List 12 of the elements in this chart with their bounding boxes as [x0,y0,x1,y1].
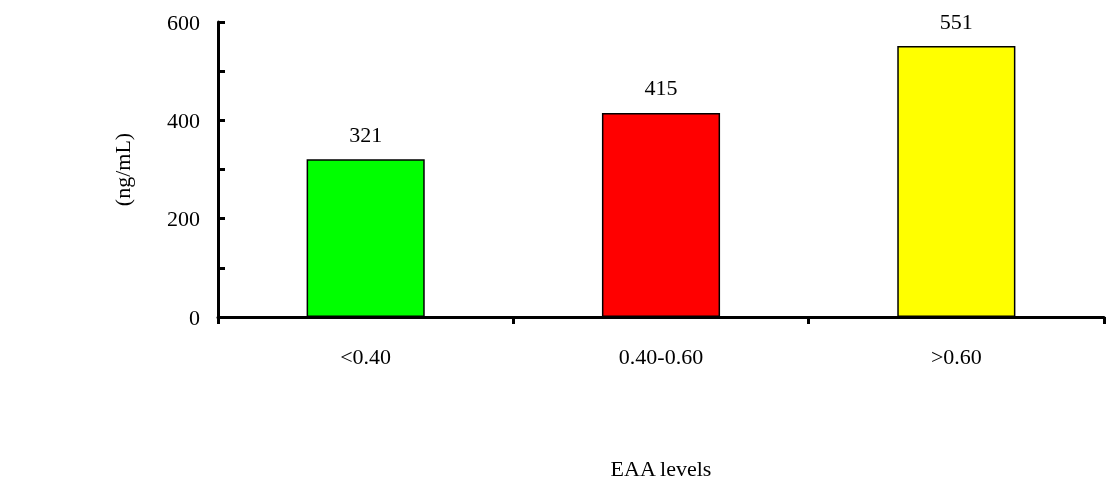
x-tick-label: >0.60 [930,343,982,369]
y-tick-label: 400 [167,107,200,133]
data-label: 415 [644,75,678,101]
y-axis-title: (ng/mL) [109,132,135,207]
x-tick-label: <0.40 [340,343,392,369]
y-tick-label: 200 [167,206,200,232]
data-label: 551 [939,8,973,34]
data-label: 321 [349,121,383,147]
y-tick-label: 600 [167,9,200,35]
x-tick-label: 0.40-0.60 [618,343,704,369]
x-axis-title: EAA levels [610,455,712,481]
y-tick-label: 0 [189,304,200,330]
